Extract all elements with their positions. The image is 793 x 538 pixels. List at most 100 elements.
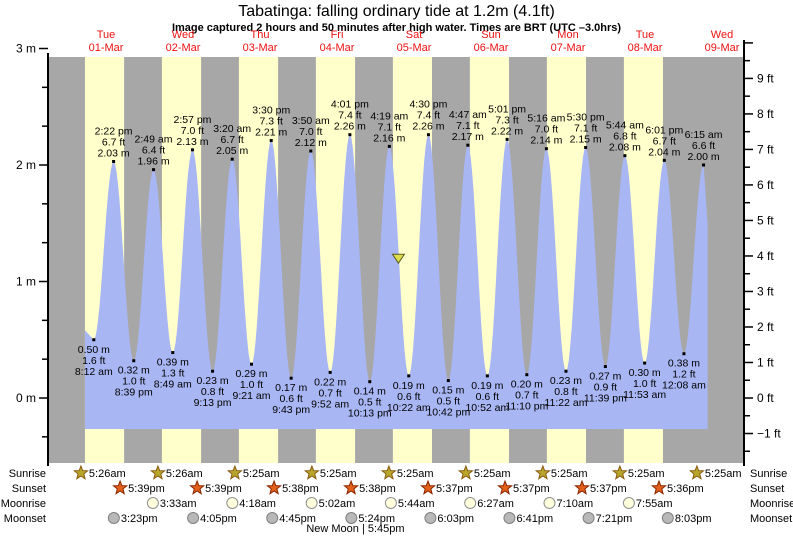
tide-high-label-m: 2.08 m bbox=[609, 142, 641, 154]
sunrise-time-label: 5:25am bbox=[397, 468, 434, 480]
tide-high-label-ft: 6.6 ft bbox=[692, 140, 715, 152]
sunrise-time-label: 5:25am bbox=[705, 468, 742, 480]
day-label-weekday: Mon bbox=[557, 29, 578, 41]
tide-high-label-ft: 7.0 ft bbox=[181, 125, 204, 137]
tide-low-label-m: 0.29 m bbox=[235, 368, 267, 380]
tide-point-dot bbox=[230, 157, 234, 161]
tide-high-label-m: 2.14 m bbox=[530, 135, 562, 147]
tide-point-dot bbox=[584, 146, 588, 150]
tide-high-label-time: 3:30 pm bbox=[252, 105, 290, 117]
sunset-star-icon bbox=[266, 479, 283, 495]
tide-high-label-ft: 7.1 ft bbox=[378, 121, 401, 133]
sunset-star-icon bbox=[189, 479, 206, 495]
tide-point-dot bbox=[682, 352, 686, 356]
sunset-time-label: 5:37pm bbox=[513, 483, 550, 495]
tide-high-label-ft: 6.4 ft bbox=[142, 145, 165, 157]
tide-point-dot bbox=[328, 370, 332, 374]
moonrise-icon bbox=[305, 497, 318, 509]
moonrise-time-label: 4:18am bbox=[239, 498, 276, 510]
sunset-time-label: 5:38pm bbox=[359, 483, 396, 495]
sunset-star-icon bbox=[420, 479, 437, 495]
tide-high-label-m: 2.13 m bbox=[176, 136, 208, 148]
tide-low-label-time: 10:42 pm bbox=[426, 407, 470, 419]
right-axis-tick-label: 4 ft bbox=[757, 249, 774, 263]
tide-low-label-m: 0.50 m bbox=[78, 344, 110, 356]
tide-point-dot bbox=[249, 362, 253, 366]
tide-high-label-time: 5:16 am bbox=[527, 113, 565, 125]
moonset-icon bbox=[424, 512, 437, 524]
sunset-star-icon bbox=[650, 479, 667, 495]
sunrise-time-label: 5:25am bbox=[320, 468, 357, 480]
tide-point-dot bbox=[623, 154, 627, 158]
tide-point-dot bbox=[190, 148, 194, 152]
tide-low-label-m: 0.23 m bbox=[550, 375, 582, 387]
right-axis-tick-label: 5 ft bbox=[757, 213, 774, 227]
tide-high-label-time: 3:50 am bbox=[292, 115, 330, 127]
tide-low-label-m: 0.27 m bbox=[589, 371, 621, 383]
tide-low-label-ft: 1.0 ft bbox=[122, 376, 145, 388]
moonrise-icon bbox=[384, 497, 397, 509]
right-axis-tick-label: 7 ft bbox=[757, 142, 774, 156]
sunset-time-label: 5:39pm bbox=[128, 483, 165, 495]
tide-high-label-m: 2.21 m bbox=[255, 127, 287, 139]
tide-point-dot bbox=[446, 379, 450, 383]
moonset-time-label: 8:03pm bbox=[675, 513, 712, 525]
right-axis-tick-label: 0 ft bbox=[757, 391, 774, 405]
day-label-weekday: Wed bbox=[711, 29, 733, 41]
tide-high-label-m: 1.96 m bbox=[137, 156, 169, 168]
tide-high-label-m: 2.12 m bbox=[295, 137, 327, 149]
astro-row-label-left: Moonset bbox=[4, 513, 46, 525]
sunset-star-icon bbox=[574, 479, 591, 495]
tide-low-label-ft: 0.6 ft bbox=[279, 393, 302, 405]
tide-high-label-m: 2.22 m bbox=[491, 125, 523, 137]
tide-point-dot bbox=[309, 149, 313, 153]
tide-high-label-ft: 7.1 ft bbox=[574, 123, 597, 135]
tide-high-label-time: 4:30 pm bbox=[409, 99, 447, 111]
moonset-icon bbox=[187, 512, 200, 524]
astro-row-label-right: Sunrise bbox=[750, 468, 787, 480]
right-axis-tick-label: 9 ft bbox=[757, 71, 774, 85]
tide-low-label-time: 8:12 am bbox=[75, 366, 113, 378]
sunrise-star-icon bbox=[149, 464, 166, 480]
sunrise-time-label: 5:25am bbox=[551, 468, 588, 480]
moonrise-time-label: 6:27am bbox=[477, 498, 514, 510]
sunset-time-label: 5:37pm bbox=[590, 483, 627, 495]
tide-low-label-ft: 0.9 ft bbox=[594, 382, 617, 394]
moonrise-icon bbox=[543, 497, 556, 509]
tide-low-label-ft: 0.6 ft bbox=[397, 391, 420, 403]
moonset-time-label: 4:45pm bbox=[279, 513, 316, 525]
sunset-time-label: 5:38pm bbox=[282, 483, 319, 495]
right-axis-tick-label: 2 ft bbox=[757, 320, 774, 334]
day-label-date: 02-Mar bbox=[166, 42, 201, 54]
tide-low-label-time: 9:52 am bbox=[311, 398, 349, 410]
tide-low-label-ft: 0.5 ft bbox=[358, 397, 381, 409]
tide-point-dot bbox=[603, 365, 607, 369]
tide-low-label-time: 11:22 am bbox=[544, 397, 587, 409]
tide-point-dot bbox=[505, 137, 509, 141]
moonset-time-label: 6:03pm bbox=[437, 513, 474, 525]
tide-low-label-m: 0.17 m bbox=[275, 382, 307, 394]
sunrise-star-icon bbox=[457, 464, 474, 480]
tide-point-dot bbox=[387, 144, 391, 148]
sunset-time-label: 5:39pm bbox=[205, 483, 242, 495]
sunset-star-icon bbox=[343, 479, 360, 495]
moonrise-time-label: 3:33am bbox=[160, 498, 197, 510]
moonset-time-label: 5:24pm bbox=[358, 513, 395, 525]
tide-low-label-time: 8:39 pm bbox=[115, 387, 153, 399]
tide-point-dot bbox=[662, 158, 666, 162]
chart-subtitle: Image captured 2 hours and 50 minutes af… bbox=[171, 22, 622, 34]
day-label-weekday: Fri bbox=[331, 29, 344, 41]
tide-low-label-m: 0.32 m bbox=[118, 365, 150, 377]
tide-high-label-ft: 7.3 ft bbox=[260, 116, 283, 128]
tide-low-label-ft: 0.5 ft bbox=[437, 396, 460, 408]
moonset-icon bbox=[345, 512, 358, 524]
moonrise-icon bbox=[146, 497, 159, 509]
tide-high-label-ft: 7.0 ft bbox=[299, 126, 322, 138]
sunrise-star-icon bbox=[611, 464, 628, 480]
tide-low-label-ft: 1.0 ft bbox=[633, 378, 656, 390]
tide-low-label-ft: 0.7 ft bbox=[515, 390, 538, 402]
moonrise-icon bbox=[464, 497, 477, 509]
tide-low-label-time: 9:43 pm bbox=[272, 404, 310, 416]
